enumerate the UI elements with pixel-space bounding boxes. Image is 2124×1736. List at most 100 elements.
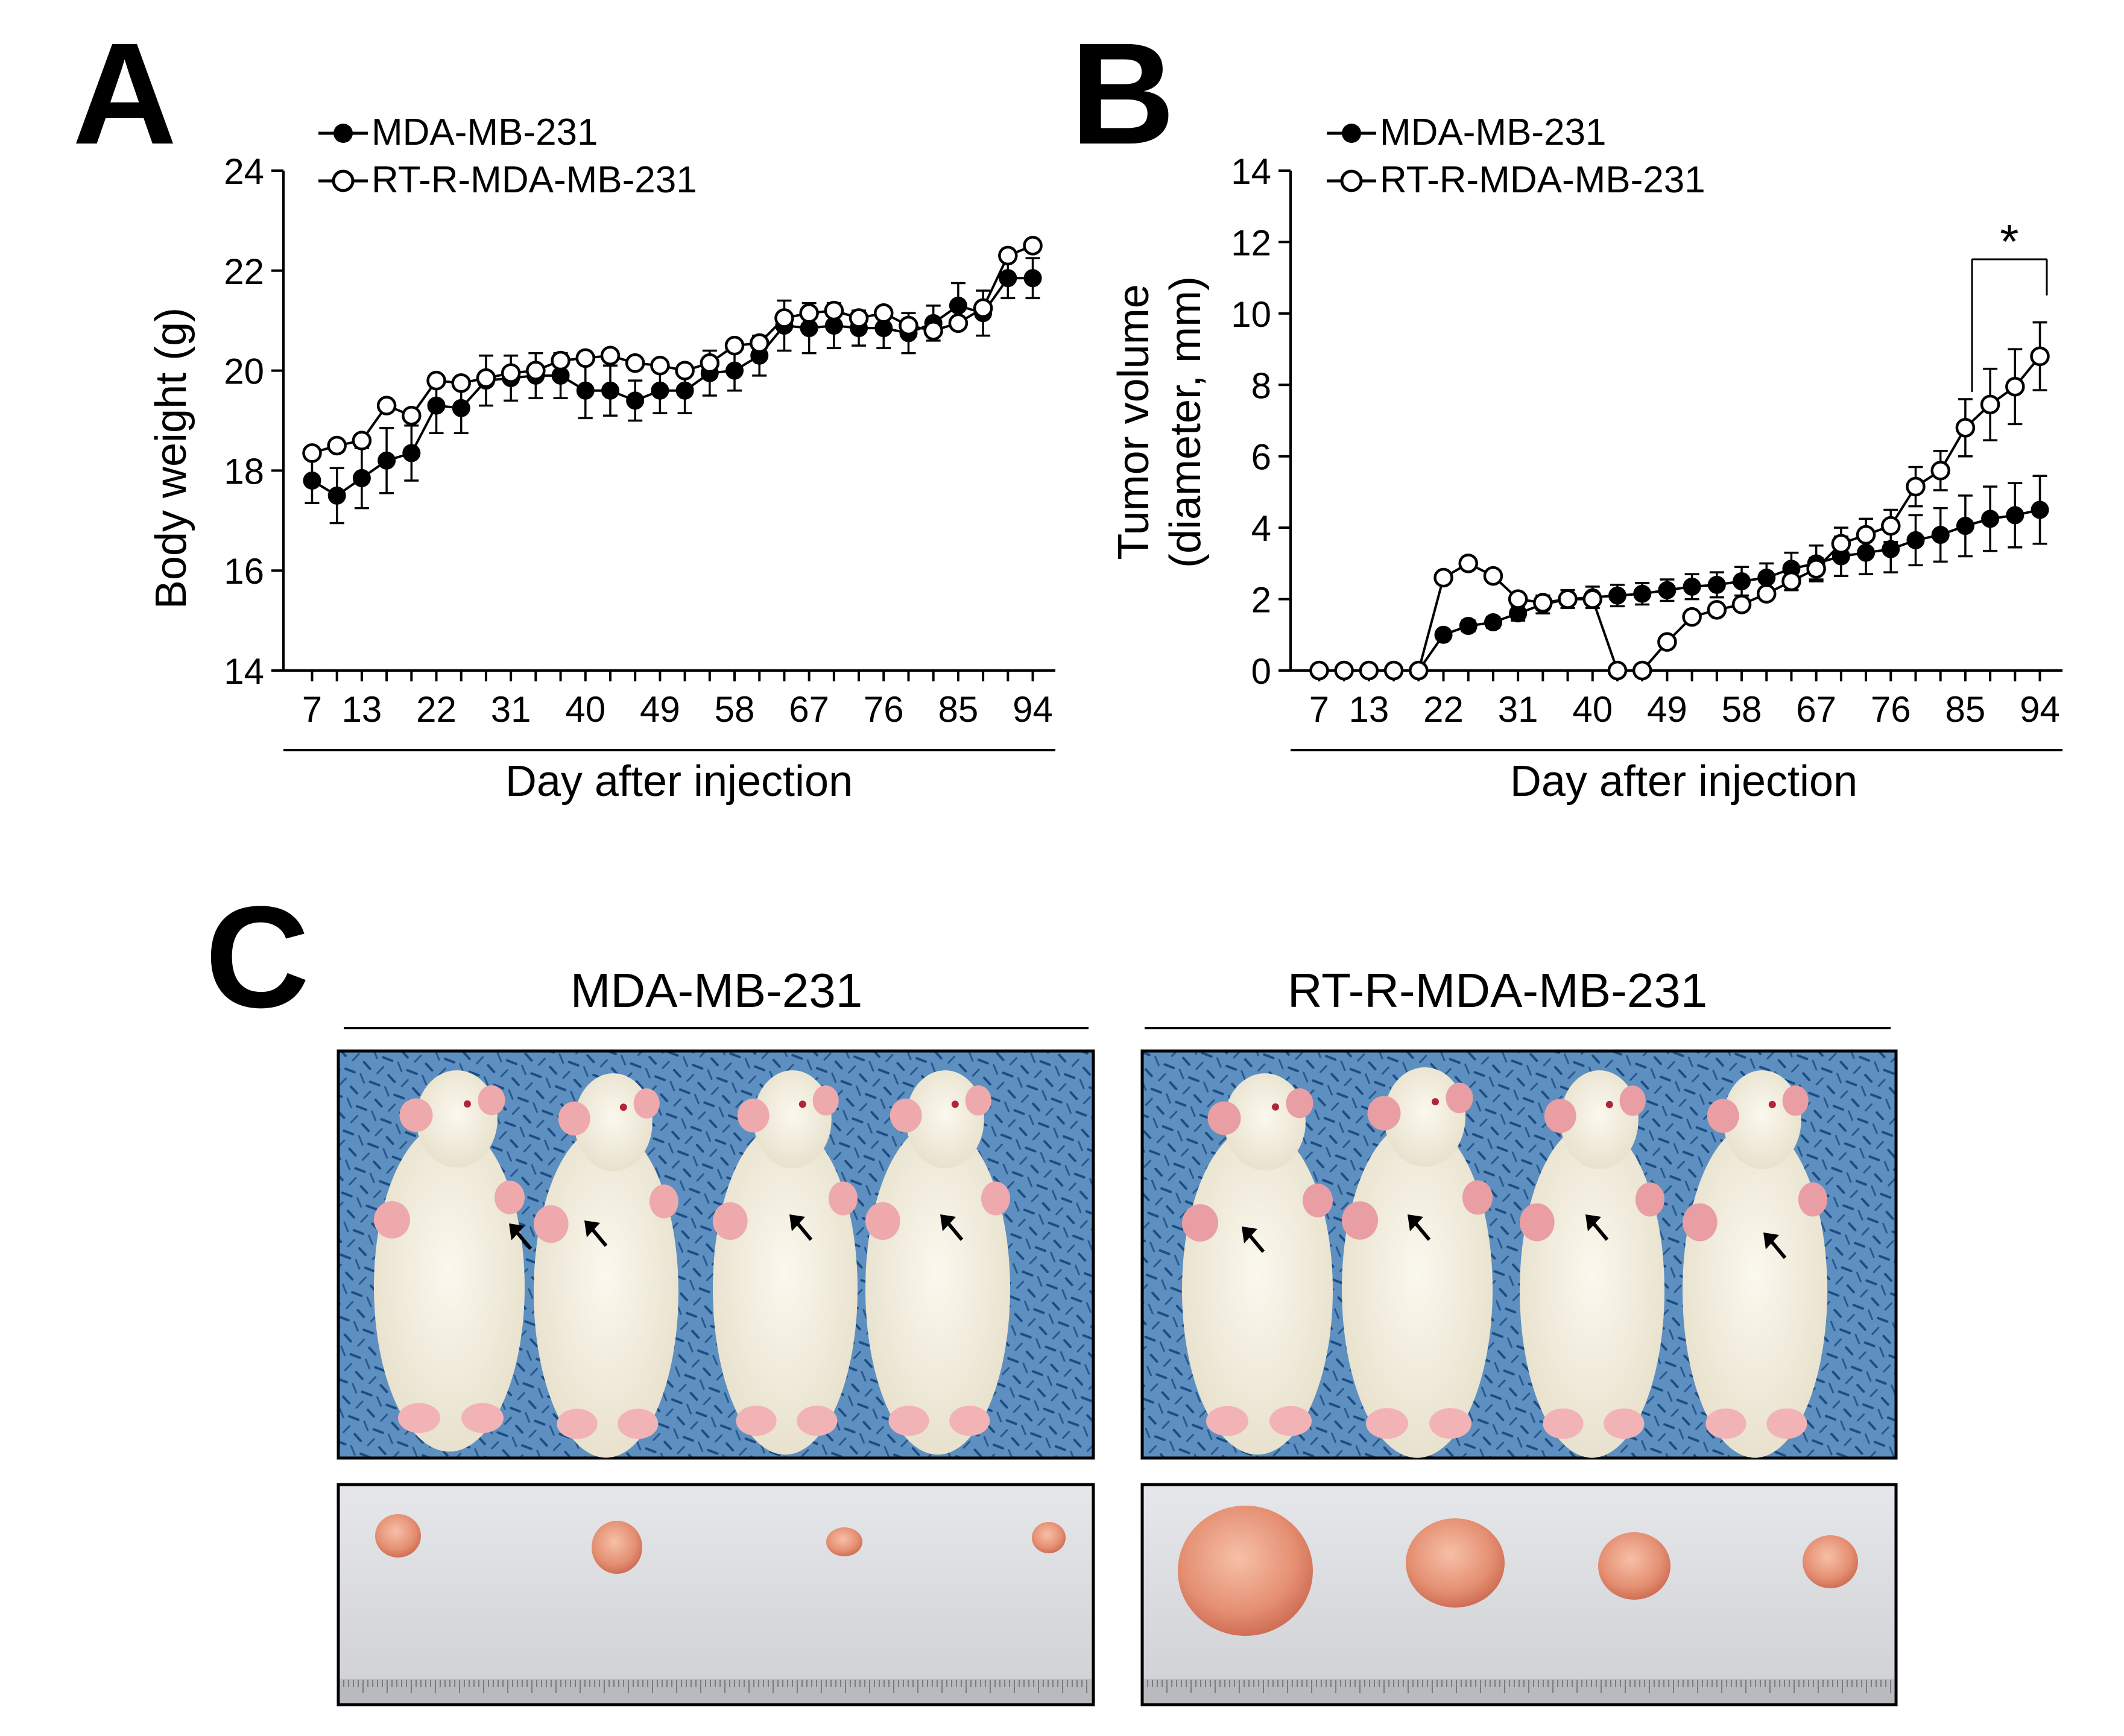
mouse-eye	[464, 1100, 471, 1108]
data-point-A-1	[1023, 236, 1043, 256]
panel-label-b: B	[1070, 13, 1175, 174]
chart-a-ylabel: Body weight (g)	[147, 308, 195, 609]
data-point-A-1	[899, 315, 918, 336]
data-point-B-1	[1309, 660, 1329, 681]
data-point-A-1	[650, 356, 670, 376]
mouse-paw	[1683, 1203, 1718, 1242]
mouse-head	[1224, 1073, 1306, 1171]
data-point-B-0	[1633, 584, 1652, 603]
mouse-eye	[1768, 1100, 1776, 1108]
data-point-A-0	[999, 269, 1017, 288]
data-point-B-1	[1881, 516, 1901, 536]
tumor-left-1	[375, 1514, 421, 1558]
y-tick-label-A: 22	[224, 251, 264, 292]
y-tick-label-B: 10	[1231, 294, 1271, 335]
chart-a-legend: MDA-MB-231 RT-R-MDA-MB-231	[318, 112, 697, 201]
legend-a-series-2: RT-R-MDA-MB-231	[371, 159, 697, 201]
data-point-B-1	[1359, 660, 1379, 681]
tumor-right-2	[1406, 1518, 1505, 1608]
legend-a-filled-marker	[333, 124, 353, 143]
mouse-eye	[1272, 1103, 1279, 1111]
x-tick-label-B: 94	[2020, 689, 2060, 730]
data-point-B-1	[1582, 589, 1603, 609]
mouse-paw	[981, 1181, 1010, 1216]
mouse	[1683, 1070, 1827, 1458]
data-point-B-1	[2030, 346, 2050, 367]
data-point-B-0	[1757, 569, 1776, 587]
data-point-B-1	[1731, 595, 1752, 614]
data-point-B-0	[1434, 625, 1453, 644]
mouse-head	[1560, 1070, 1639, 1169]
y-tick-label-B: 4	[1251, 508, 1271, 549]
significance-bracket: *	[1971, 215, 2048, 392]
data-point-A-0	[725, 361, 744, 380]
mouse-eye	[798, 1100, 806, 1108]
data-point-B-0	[1683, 577, 1701, 596]
y-tick-label-A: 14	[224, 651, 264, 692]
chart-b-ylabel-line2: (diameter, mm)	[1162, 276, 1210, 568]
mouse-ear	[1707, 1099, 1739, 1133]
data-point-A-1	[302, 443, 322, 463]
x-tick-label-A: 31	[491, 689, 531, 730]
photo-title-right: RT-R-MDA-MB-231	[1288, 964, 1707, 1017]
mouse-body	[713, 1123, 858, 1455]
mouse-head	[416, 1070, 498, 1168]
data-point-A-0	[626, 391, 645, 410]
panel-label-c: C	[205, 876, 309, 1038]
data-point-A-1	[426, 370, 446, 391]
x-tick-label-B: 85	[1945, 689, 1986, 730]
data-point-A-1	[749, 333, 770, 353]
tumor-right-3	[1598, 1532, 1670, 1600]
data-point-A-1	[376, 396, 397, 415]
data-point-B-1	[1409, 660, 1429, 681]
ruler-left-ticks	[343, 1680, 1087, 1693]
mouse	[534, 1073, 678, 1458]
mouse-paw	[534, 1205, 569, 1243]
mouse-foot	[797, 1406, 838, 1436]
mouse-foot	[736, 1406, 777, 1436]
data-point-A-1	[526, 361, 546, 380]
tumor-left-4	[1032, 1522, 1066, 1553]
legend-b-series-2: RT-R-MDA-MB-231	[1380, 159, 1705, 201]
mouse-ear	[1782, 1085, 1809, 1116]
mouse-foot	[1543, 1408, 1584, 1439]
mouse-ear	[1286, 1088, 1313, 1119]
data-point-A-1	[575, 348, 596, 368]
y-tick-label-B: 0	[1251, 651, 1271, 692]
data-point-B-0	[1857, 543, 1876, 562]
data-point-B-1	[1906, 476, 1926, 497]
x-tick-label-A: 7	[302, 689, 322, 730]
data-point-B-0	[1484, 613, 1502, 632]
x-tick-label-B: 67	[1796, 689, 1836, 730]
y-tick-label-A: 18	[224, 451, 264, 491]
series-line-A-0	[311, 277, 1033, 497]
tumor-left-2	[592, 1521, 642, 1574]
mouse-head	[574, 1073, 653, 1172]
data-point-A-1	[600, 346, 621, 365]
tumor-arrow-head	[789, 1214, 805, 1231]
data-point-A-0	[576, 381, 595, 400]
data-point-A-0	[452, 399, 470, 417]
data-point-A-0	[402, 444, 421, 462]
data-point-A-0	[601, 381, 619, 400]
data-point-B-1	[1781, 571, 1801, 592]
data-point-B-1	[1980, 394, 2000, 415]
y-tick-label-B: 12	[1231, 223, 1271, 263]
x-tick-label-B: 49	[1647, 689, 1687, 730]
mouse-body	[1683, 1123, 1827, 1458]
mouse-ear	[1446, 1082, 1473, 1114]
mouse-ear	[478, 1085, 505, 1116]
data-point-A-0	[427, 396, 446, 415]
data-point-B-1	[1508, 589, 1528, 609]
data-point-B-0	[1658, 581, 1677, 599]
data-point-A-0	[651, 381, 669, 400]
mouse	[1342, 1067, 1493, 1458]
mouse-foot	[618, 1409, 659, 1439]
chart-a-ticks: 14 16 18 20 22 24 7 13 22 31 40 49 58 67 76 85 94	[224, 151, 1055, 751]
tumor-photo-right	[1140, 1483, 1898, 1706]
x-tick-label-B: 13	[1349, 689, 1389, 730]
mouse-foot	[1429, 1408, 1471, 1439]
data-point-B-1	[1558, 589, 1578, 609]
ruler-right-ticks	[1147, 1680, 1891, 1693]
mouse	[1182, 1073, 1333, 1455]
